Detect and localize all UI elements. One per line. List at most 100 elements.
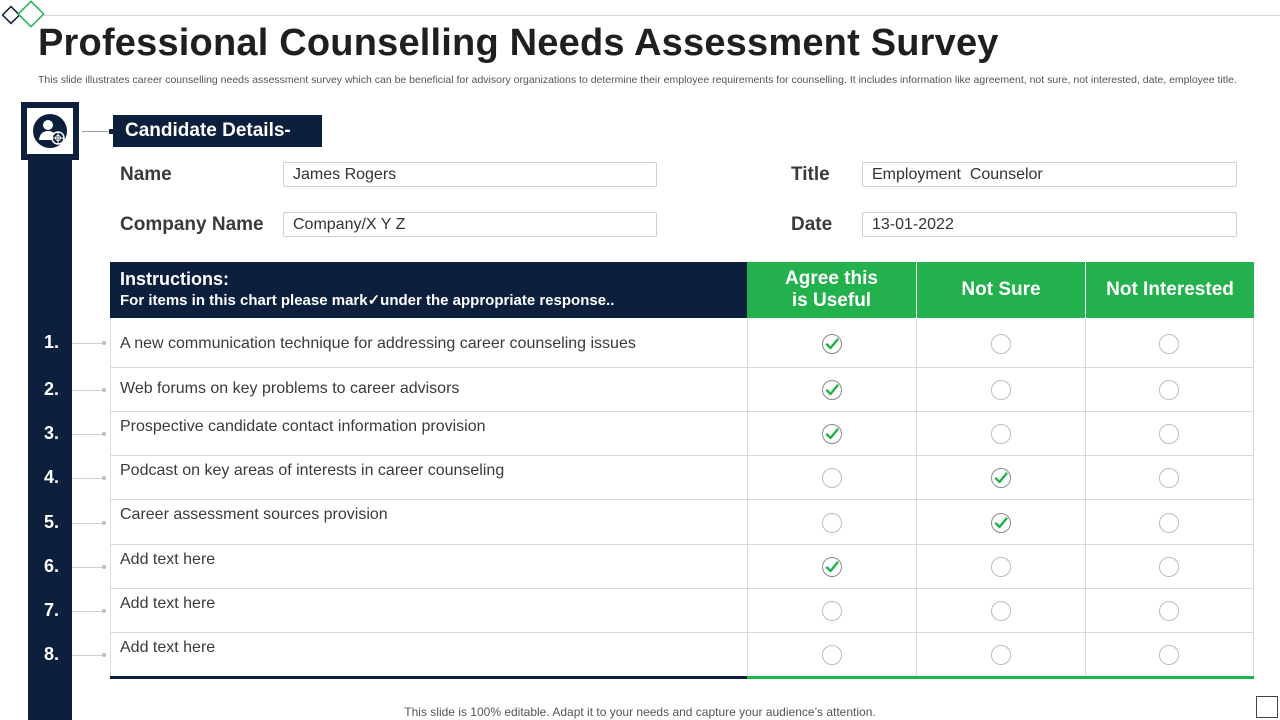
- radio-agree[interactable]: [822, 512, 842, 533]
- company-name-field[interactable]: Company/X Y Z: [283, 212, 657, 237]
- row-number: 5.: [44, 511, 60, 532]
- corner-frame: [1256, 696, 1278, 718]
- row-item-text: Podcast on key areas of interests in car…: [120, 462, 505, 479]
- title-label: Title: [791, 164, 830, 185]
- checkmark-icon: [994, 516, 1008, 528]
- row-connector-dot: [102, 609, 106, 613]
- row-number: 2.: [44, 379, 60, 399]
- instructions-header: Instructions: For items in this chart pl…: [110, 262, 747, 318]
- date-label: Date: [791, 214, 833, 235]
- checkmark-icon: [825, 428, 839, 440]
- row-item-text: Add text here: [120, 551, 216, 568]
- row-connector-dot: [102, 476, 106, 480]
- table-header: Instructions: For items in this chart pl…: [110, 262, 1254, 318]
- radio-agree[interactable]: [822, 468, 842, 488]
- table-bottom-border-green: [747, 676, 1254, 679]
- row-number: 4.: [44, 467, 60, 487]
- row-item-text: Web forums on key problems to career adv…: [120, 380, 460, 397]
- checkmark-icon: [825, 338, 839, 350]
- radio-not-sure[interactable]: [991, 424, 1011, 444]
- checkmark-icon: [825, 384, 839, 396]
- radio-not-interested[interactable]: [1159, 512, 1179, 533]
- table-row: Add text here: [110, 589, 1254, 633]
- radio-agree[interactable]: [822, 645, 842, 665]
- avatar: [21, 102, 79, 160]
- row-number: 1.: [44, 332, 60, 352]
- table-row: Add text here: [110, 545, 1254, 589]
- row-item-text: Prospective candidate contact informatio…: [120, 418, 486, 435]
- row-item-text: Career assessment sources provision: [120, 506, 388, 523]
- row-item-text: A new communication technique for addres…: [120, 335, 636, 352]
- page-subtitle: This slide illustrates career counsellin…: [38, 74, 1237, 86]
- column-divider: [747, 318, 748, 677]
- row-connector-dot: [102, 653, 106, 657]
- row-number: 7.: [44, 600, 60, 620]
- row-connector-dot: [102, 432, 106, 436]
- column-divider: [916, 318, 917, 677]
- row-connector-line: [72, 390, 106, 391]
- page-title: Professional Counselling Needs Assessmen…: [38, 22, 999, 64]
- radio-not-sure[interactable]: [991, 645, 1011, 665]
- radio-not-interested[interactable]: [1159, 557, 1179, 577]
- name-field[interactable]: James Rogers: [283, 162, 657, 187]
- date-field[interactable]: 13-01-2022: [862, 212, 1237, 237]
- radio-agree[interactable]: [822, 334, 842, 354]
- row-connector-dot: [102, 388, 106, 392]
- radio-not-interested[interactable]: [1159, 645, 1179, 665]
- radio-not-interested[interactable]: [1159, 468, 1179, 488]
- row-connector-line: [72, 522, 106, 524]
- row-number: 3.: [44, 423, 60, 443]
- table-row: Prospective candidate contact informatio…: [110, 412, 1254, 456]
- table-left-border: [110, 318, 111, 677]
- radio-agree[interactable]: [822, 380, 842, 400]
- footer-note: This slide is 100% editable. Adapt it to…: [404, 705, 876, 719]
- row-connector-dot: [102, 565, 106, 569]
- table-bottom-border-navy: [110, 676, 747, 679]
- table-row: Web forums on key problems to career adv…: [110, 368, 1254, 412]
- table-row: Career assessment sources provision: [110, 500, 1254, 545]
- radio-agree[interactable]: [822, 601, 842, 621]
- row-connector-line: [72, 434, 106, 435]
- column-header-agree: Agree this is Useful: [747, 262, 916, 318]
- radio-not-interested[interactable]: [1159, 601, 1179, 621]
- radio-not-sure[interactable]: [991, 380, 1011, 400]
- column-header-not-sure: Not Sure: [917, 262, 1085, 318]
- instructions-text: For items in this chart please mark✓unde…: [120, 292, 615, 309]
- title-field[interactable]: Employment Counselor: [862, 162, 1237, 187]
- column-header-agree-label: Agree this is Useful: [785, 268, 878, 311]
- row-connector-dot: [102, 520, 106, 525]
- row-item-text: Add text here: [120, 595, 216, 612]
- row-connector-dot: [102, 341, 106, 345]
- radio-not-sure[interactable]: [991, 601, 1011, 621]
- radio-not-sure[interactable]: [991, 468, 1011, 488]
- radio-not-sure[interactable]: [991, 512, 1011, 533]
- table-row: Podcast on key areas of interests in car…: [110, 456, 1254, 500]
- column-divider: [1085, 318, 1086, 677]
- row-connector-line: [72, 343, 106, 344]
- radio-not-interested[interactable]: [1159, 334, 1179, 354]
- column-header-not-interested: Not Interested: [1086, 262, 1254, 318]
- checkmark-icon: [994, 472, 1008, 484]
- name-label: Name: [120, 164, 172, 185]
- diamond-logo-icon: [1, 0, 45, 28]
- row-item-text: Add text here: [120, 639, 216, 656]
- row-connector-line: [72, 567, 106, 568]
- avatar-connector: [82, 131, 112, 132]
- radio-agree[interactable]: [822, 557, 842, 577]
- row-number: 8.: [44, 644, 60, 664]
- checkmark-icon: [825, 561, 839, 573]
- row-connector-line: [72, 655, 106, 656]
- company-name-label: Company Name: [120, 214, 264, 235]
- row-number: 6.: [44, 556, 60, 576]
- radio-not-sure[interactable]: [991, 334, 1011, 354]
- column-divider: [1253, 318, 1254, 677]
- instructions-title: Instructions:: [120, 269, 230, 289]
- table-row: A new communication technique for addres…: [110, 318, 1254, 368]
- radio-not-interested[interactable]: [1159, 424, 1179, 444]
- radio-not-interested[interactable]: [1159, 380, 1179, 400]
- radio-not-sure[interactable]: [991, 557, 1011, 577]
- user-target-icon: [33, 114, 67, 148]
- radio-agree[interactable]: [822, 424, 842, 444]
- table-row: Add text here: [110, 633, 1254, 677]
- row-connector-line: [72, 611, 106, 612]
